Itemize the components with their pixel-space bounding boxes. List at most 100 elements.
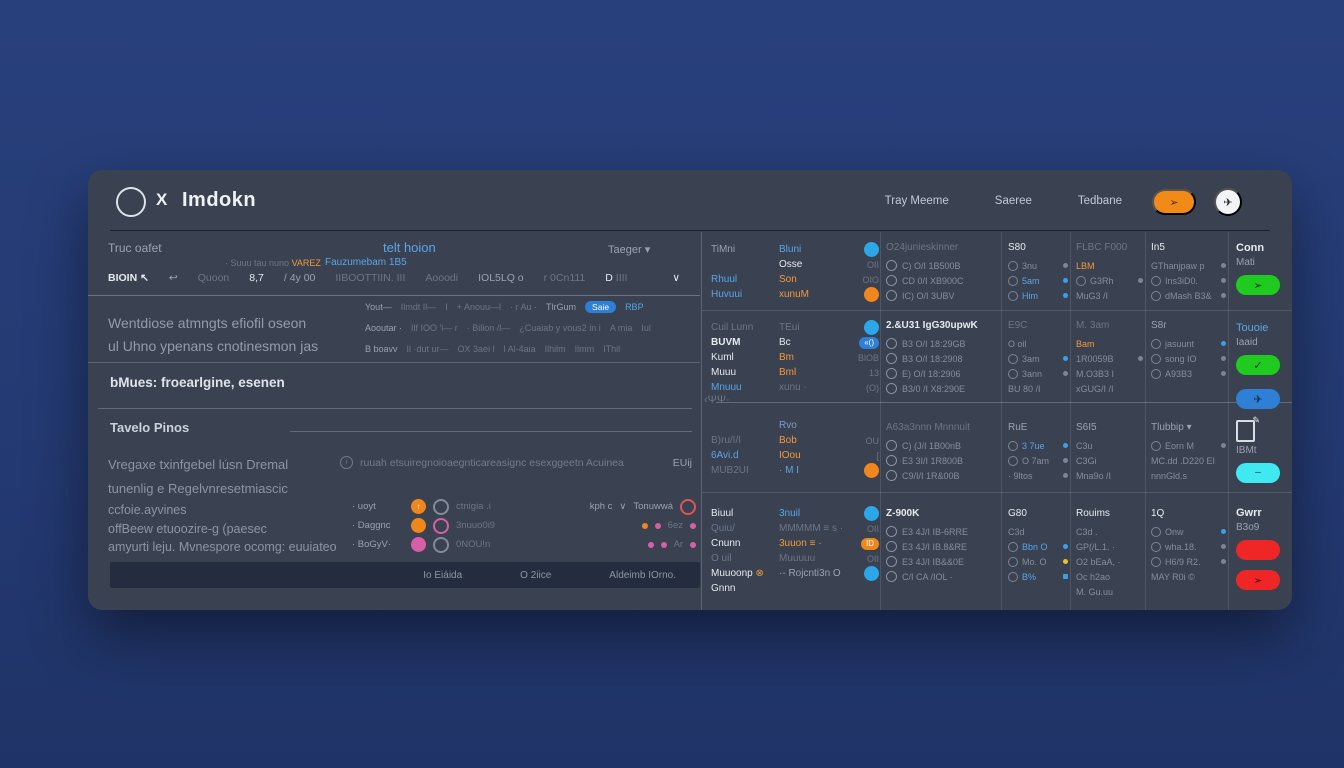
nav-item-2[interactable]: Saeree xyxy=(994,195,1032,207)
pink-icon[interactable] xyxy=(411,537,426,552)
table-row[interactable]: Yout— Ilmdt Il— I + Anouu—l · r Au · Tlr… xyxy=(365,300,644,313)
pink-ring-icon[interactable] xyxy=(433,517,449,534)
danger-send-button[interactable]: ➢ xyxy=(1236,570,1280,590)
toolbar-ratio[interactable]: / 4y 00 xyxy=(283,272,316,284)
check-row[interactable]: song IO xyxy=(1151,351,1226,366)
nav-item-1[interactable]: Tray Meeme xyxy=(884,195,949,207)
person-row[interactable]: BUVM Bc «() xyxy=(711,335,879,350)
orange-up-icon[interactable]: ↑ xyxy=(411,499,426,514)
meta-row[interactable]: C3u xyxy=(1076,440,1093,451)
person-row[interactable]: B)ru/I/I Bob OU xyxy=(711,435,879,446)
meta-row[interactable]: Oc h2ao xyxy=(1076,571,1111,582)
saie-pill[interactable]: Saie xyxy=(585,300,617,313)
status-row[interactable]: 3 7ue xyxy=(1008,438,1068,453)
footer-item-2[interactable]: O 2iice xyxy=(520,569,552,581)
status-row[interactable]: C3d xyxy=(1008,526,1025,537)
undo-icon[interactable]: ↩ xyxy=(168,272,178,284)
meta-row[interactable]: LBM xyxy=(1076,260,1095,271)
toolbar-bioin-button[interactable]: BIOIN ↖ xyxy=(108,272,149,284)
option-row[interactable]: · Daggnc 3nuuo0i9 6ez xyxy=(352,516,696,535)
check-row[interactable]: nnnGld.s xyxy=(1151,470,1188,481)
toolbar-faint-1[interactable]: IIBOOTTIIN. III xyxy=(335,272,406,284)
meta-row[interactable]: G3Rh xyxy=(1076,273,1143,288)
toolbar-faint-2[interactable]: Aooodi xyxy=(425,272,459,284)
blue-mini-pill[interactable]: «() xyxy=(859,336,879,349)
dropdown-header[interactable]: Tlubbip ▾ xyxy=(1151,422,1192,433)
table-row[interactable]: B boavv Il ·dut ur— OX 3aei l l Al-4aia … xyxy=(365,343,621,354)
status-row[interactable]: 3ann xyxy=(1008,366,1068,381)
chevron-down-icon[interactable]: ∨ xyxy=(619,501,627,512)
person-row[interactable]: O uil Muuuuu OII xyxy=(711,553,879,564)
check-row[interactable]: Eorn M xyxy=(1151,438,1226,453)
toolbar-iol[interactable]: IOL5LQ o xyxy=(478,272,524,284)
check-row[interactable]: dMash B3& xyxy=(1151,288,1226,303)
center-link[interactable]: telt hoion xyxy=(383,240,436,255)
table-row[interactable]: Aooutar · Ilf IOO 'l— r · Billon /l— ¿Cu… xyxy=(365,322,651,333)
toolbar-value[interactable]: 8,7 xyxy=(249,272,264,284)
footer-item-1[interactable]: Io Eiáida xyxy=(423,569,463,581)
status-row[interactable]: 3am xyxy=(1008,351,1068,366)
person-row[interactable]: Cnunn 3uuon ≡ · ID xyxy=(711,536,879,551)
meta-link[interactable]: Fauzumebam 1B5 xyxy=(325,257,407,268)
approve-button[interactable]: ✓ xyxy=(1236,355,1280,375)
orange-dot-icon[interactable] xyxy=(641,522,648,529)
red-ring-icon[interactable] xyxy=(680,498,696,515)
check-row[interactable]: MAY R0i © xyxy=(1151,571,1195,582)
status-row[interactable]: 5am xyxy=(1008,273,1068,288)
nav-item-3[interactable]: Tedbane xyxy=(1077,195,1122,207)
meta-row[interactable]: GP(/L.1. · xyxy=(1076,541,1116,552)
status-row[interactable]: 3nu xyxy=(1008,258,1068,273)
person-row[interactable]: Huvuui xunuM xyxy=(711,287,879,302)
avatar-blue-icon[interactable] xyxy=(864,320,879,335)
avatar-orange-icon[interactable] xyxy=(864,463,879,478)
meta-row[interactable]: C3d . xyxy=(1076,526,1098,537)
avatar-blue-icon[interactable] xyxy=(864,566,879,581)
status-row[interactable]: O oil xyxy=(1008,338,1027,349)
send-button[interactable]: ✈ xyxy=(1236,389,1280,409)
check-row[interactable]: jasuunt xyxy=(1151,336,1226,351)
status-row[interactable]: · 9ltos xyxy=(1008,468,1068,483)
footer-item-3[interactable]: Aldeimb IOrno. xyxy=(609,569,676,581)
status-row[interactable]: Him xyxy=(1008,288,1068,303)
toolbar-faint-3[interactable]: r 0Cn111 xyxy=(543,272,586,284)
person-row[interactable]: Biuul 3nuil xyxy=(711,506,879,521)
check-row[interactable]: Onw xyxy=(1151,524,1226,539)
check-row[interactable]: wha.18. xyxy=(1151,539,1226,554)
close-icon[interactable]: ⊗ xyxy=(755,568,764,579)
person-row[interactable]: Quiu/ MMMMM ≡ s · OII xyxy=(711,523,879,534)
person-row[interactable]: Osse OII xyxy=(779,259,879,270)
confirm-button[interactable]: ➢ xyxy=(1236,275,1280,295)
pink-dot-icon[interactable] xyxy=(654,522,661,529)
gray-ring-icon[interactable] xyxy=(433,536,449,553)
status-row[interactable]: O 7am xyxy=(1008,453,1068,468)
status-row[interactable]: B% xyxy=(1008,569,1068,584)
check-row[interactable]: Ins3iD0. xyxy=(1151,273,1226,288)
check-row[interactable]: H6/9 R2. xyxy=(1151,554,1226,569)
meta-row[interactable]: Bam xyxy=(1076,338,1095,349)
meta-row[interactable]: 1R0059B xyxy=(1076,351,1143,366)
pink-dot-icon[interactable] xyxy=(690,541,696,548)
meta-row[interactable]: xGUG/I /I xyxy=(1076,383,1114,394)
person-row[interactable]: Muuu Bml 13 xyxy=(711,367,879,378)
danger-button[interactable] xyxy=(1236,540,1280,560)
status-row[interactable]: BU 80 /I xyxy=(1008,383,1041,394)
orange-mini-pill[interactable]: ID xyxy=(861,537,879,550)
toolbar-quoon[interactable]: Quoon xyxy=(197,272,230,284)
avatar-orange-icon[interactable] xyxy=(864,287,879,302)
gray-ring-icon[interactable] xyxy=(433,498,449,515)
pink-dot-icon[interactable] xyxy=(690,522,696,529)
minimize-button[interactable]: − xyxy=(1236,463,1280,483)
person-row[interactable]: Muuoonp ⊗ ·- Rojcnti3n O xyxy=(711,566,879,581)
meta-row[interactable]: Mna9o /I xyxy=(1076,470,1112,481)
person-row[interactable]: TiMni Bluni xyxy=(711,242,879,257)
meta-row[interactable]: C3Gi xyxy=(1076,455,1097,466)
meta-row[interactable]: MuG3 /I xyxy=(1076,290,1109,301)
person-row[interactable]: Cuil Lunn TEui xyxy=(711,320,879,335)
person-row[interactable]: MUB2UI · M I xyxy=(711,463,879,478)
person-row[interactable]: 6Avi.d IOou [ xyxy=(711,450,879,461)
status-row[interactable]: Bbn O xyxy=(1008,539,1068,554)
pink-dot-icon[interactable] xyxy=(647,541,654,548)
check-row[interactable]: A93B3 xyxy=(1151,366,1226,381)
person-row[interactable]: Gnnn xyxy=(711,583,736,594)
primary-action-button[interactable]: ➢ xyxy=(1152,189,1196,215)
